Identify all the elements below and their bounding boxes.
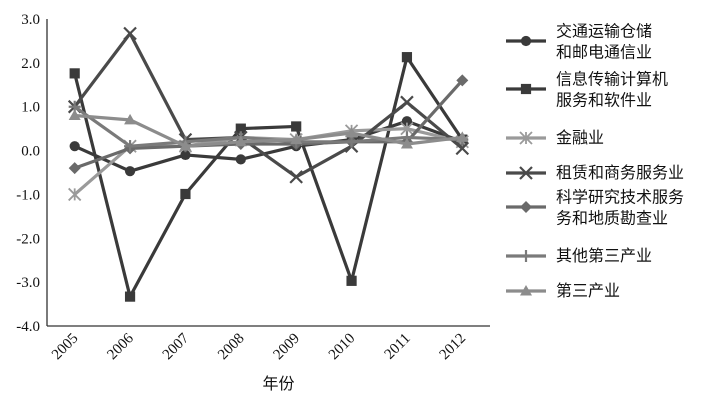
x-tick-label: 2005 [49,331,82,364]
x-tick-label: 2012 [437,331,470,364]
data-point [400,95,414,110]
legend-label: 服务和软件业 [556,91,652,110]
data-point [401,116,413,127]
legend-item: 第三产业 [506,281,620,300]
data-point [291,121,302,132]
data-point [520,285,532,296]
data-point [124,140,137,153]
data-point [456,131,469,142]
data-point [345,135,358,148]
series-4 [67,26,470,184]
data-point [68,187,82,202]
legend-label: 租赁和商务服务业 [556,163,684,182]
axes [46,19,490,327]
y-tick-label: -4.0 [16,319,40,335]
y-tick-label: 2.0 [21,56,40,72]
data-point [68,162,81,175]
series-layer [67,26,470,302]
data-point [519,131,533,145]
legend-label: 务和地质勘查业 [556,209,668,228]
y-tick-label: 0.0 [21,144,40,160]
data-point [124,291,136,302]
x-tick-label: 2008 [215,331,248,364]
data-point [179,140,192,151]
y-tick-label: -3.0 [16,275,40,291]
data-point [235,123,246,134]
data-point [234,135,247,147]
legend: 交通运输仓储和邮电通信业信息传输计算机服务和软件业金融业租赁和商务服务业科学研究… [506,22,684,300]
y-tick-label: 1.0 [21,100,40,116]
data-point [520,83,532,95]
x-tick-label: 2006 [104,330,137,363]
y-tick-labels: 3.0 2.0 1.0 0.0 -1.0 -2.0 -3.0 -4.0 [16,12,40,335]
y-tick-label: -2.0 [16,231,40,247]
legend-label: 金融业 [556,128,604,147]
y-tick-label: -1.0 [16,187,40,203]
data-point [520,250,532,262]
series-line [73,55,464,299]
x-axis-title: 年份 [262,374,294,393]
data-point [400,137,413,149]
x-tick-label: 2007 [160,330,193,363]
data-point [345,127,358,138]
data-point [124,166,136,177]
legend-label: 科学研究技术服务 [556,188,684,207]
legend-item: 金融业 [506,128,604,147]
data-point [123,26,137,41]
legend-label: 交通运输仓储 [556,22,652,41]
data-point [124,113,137,125]
legend-label: 信息传输计算机 [556,70,668,89]
legend-label: 其他第三产业 [556,246,652,265]
data-point [68,109,81,120]
legend-label: 第三产业 [556,281,620,300]
data-point [401,52,413,63]
data-point [519,166,533,180]
data-point [455,141,470,156]
x-tick-label: 2010 [326,331,359,364]
data-point [520,201,532,213]
x-tick-labels: 2005 2006 2007 2008 2009 2010 2011 2012 [49,330,469,363]
data-point [520,35,532,47]
data-point [69,68,80,79]
data-point [346,275,357,286]
data-point [180,149,191,161]
series-3 [68,122,469,202]
data-point [69,141,80,152]
y-tick-label: 3.0 [21,12,40,28]
legend-item: 其他第三产业 [506,246,652,265]
x-tick-label: 2009 [270,331,303,364]
x-tick-label: 2011 [382,331,414,363]
legend-label: 和邮电通信业 [556,43,652,62]
series-line [74,119,463,173]
data-point [289,170,303,184]
series-line [74,113,463,148]
legend-item: 租赁和商务服务业 [506,163,684,182]
series-line [73,31,464,179]
data-point [456,74,469,87]
data-point [235,154,246,165]
series-7 [68,109,469,151]
data-point [180,188,191,200]
data-point [290,133,303,145]
series-2 [69,52,468,302]
